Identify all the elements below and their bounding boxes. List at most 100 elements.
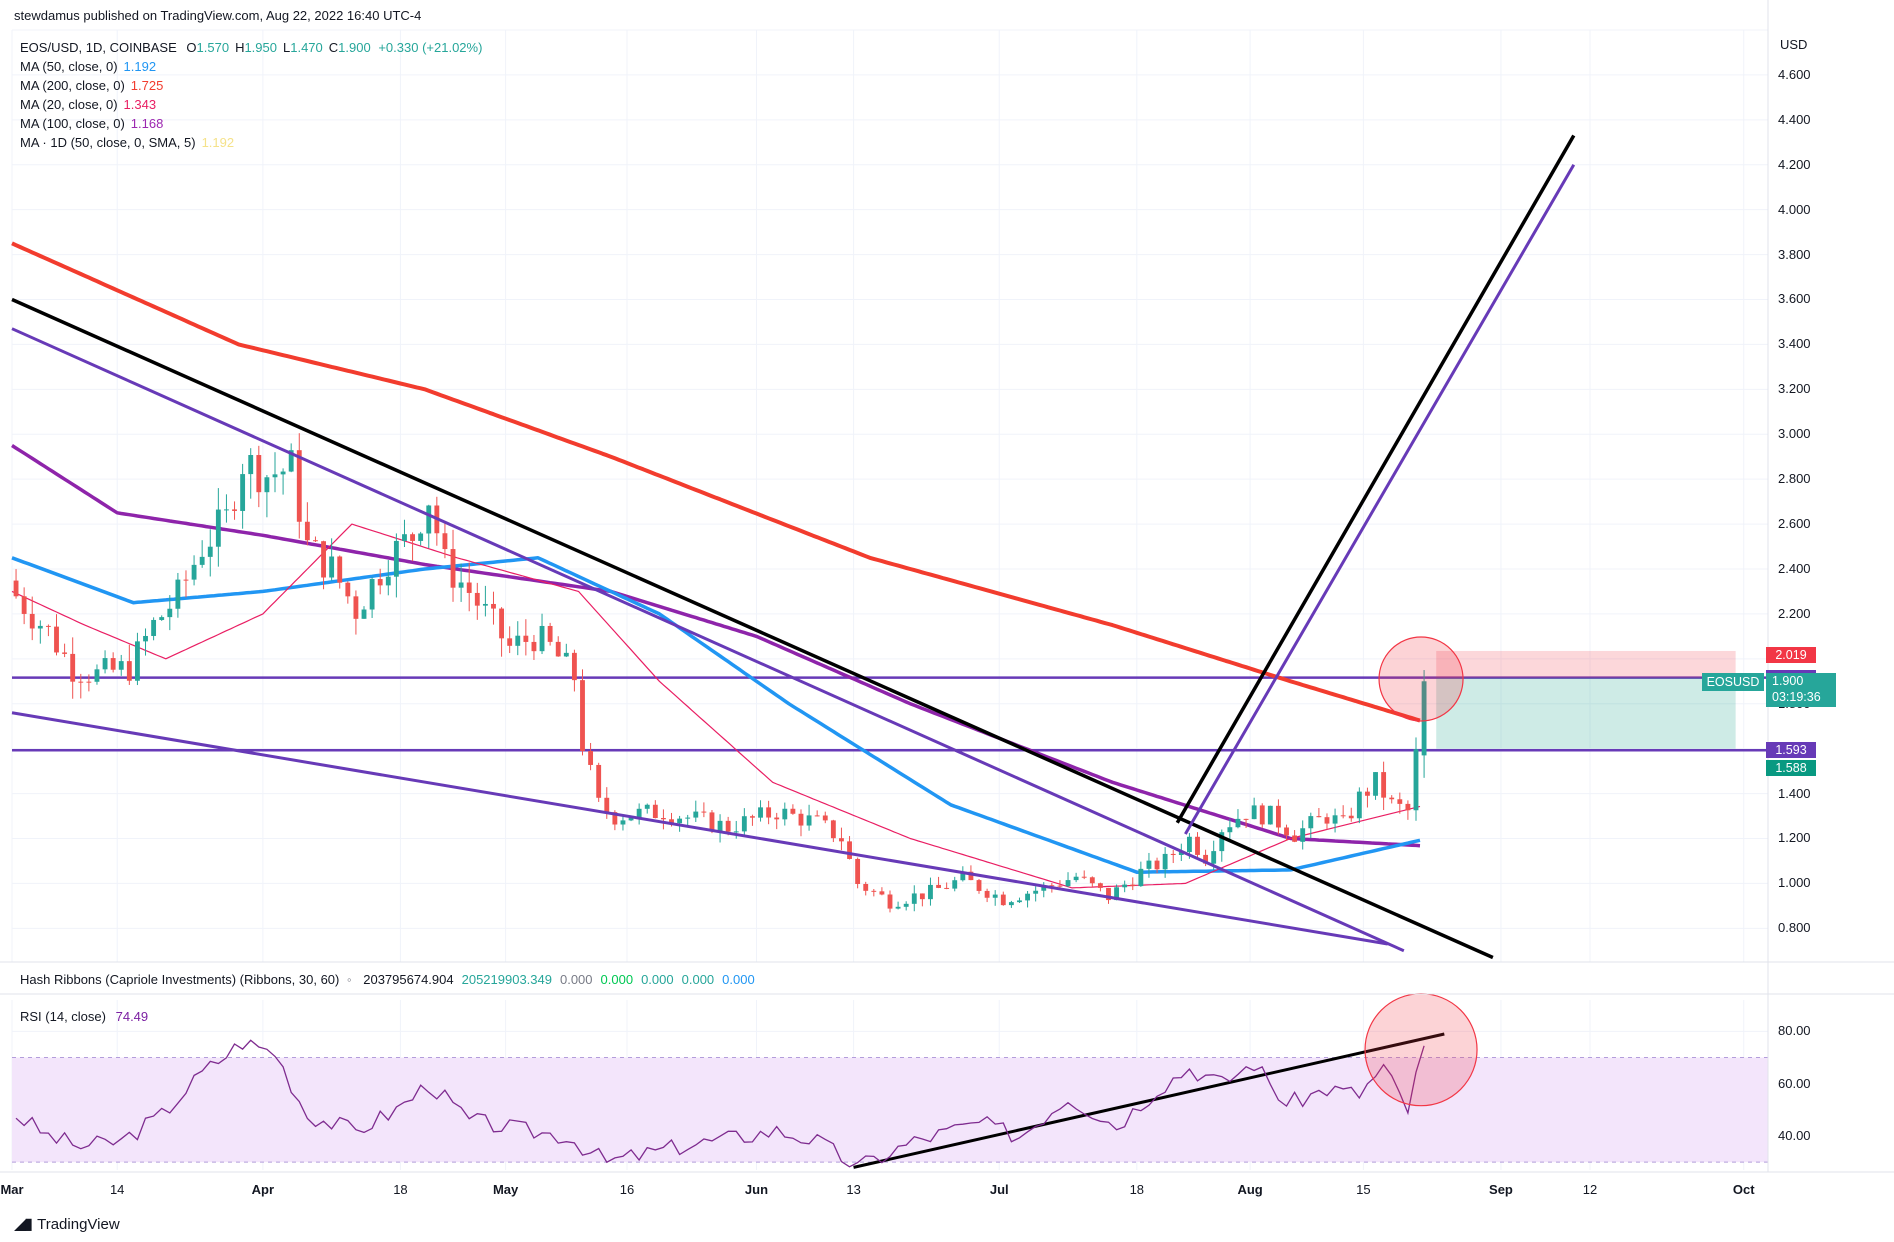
candle-body <box>1033 890 1039 894</box>
time-tick-label: 18 <box>393 1182 408 1197</box>
price-tag: 1.593 <box>1766 742 1816 759</box>
candle-body <box>1065 880 1071 887</box>
candle-body <box>1300 828 1306 842</box>
candle-body <box>588 750 594 765</box>
candle-body <box>1389 797 1395 800</box>
candle-body <box>1097 883 1103 888</box>
candle-body <box>1235 818 1241 828</box>
hash-ribbons-value: 0.000 <box>559 972 593 987</box>
price-tick-label: 1.400 <box>1778 785 1811 801</box>
candle-body <box>110 658 116 670</box>
price-tick-label: 3.200 <box>1778 381 1811 397</box>
candle-body <box>1073 876 1079 881</box>
candle-body <box>563 652 569 657</box>
ma-legend-label: MA (200, close, 0) <box>20 78 125 93</box>
candle-body <box>709 812 715 832</box>
price-tag: 2.019 <box>1766 646 1816 663</box>
candle-body <box>1219 832 1225 852</box>
candlesticks <box>13 433 1427 913</box>
candle-body <box>1348 815 1354 819</box>
settings-dot-icon[interactable]: ◦ <box>347 972 352 987</box>
candle-body <box>280 471 286 475</box>
candle-body <box>1332 815 1338 824</box>
candle-body <box>1397 799 1403 804</box>
candle-body <box>1138 868 1144 887</box>
price-tick-label: 1.000 <box>1778 875 1811 891</box>
ohlc-label: C <box>328 40 339 55</box>
candle-body <box>652 804 658 819</box>
candle-body <box>159 617 165 620</box>
time-tick-label: 14 <box>109 1182 125 1197</box>
candle-body <box>167 608 173 618</box>
candle-body <box>936 884 941 888</box>
symbol-price-tag: EOSUSD <box>1702 673 1764 691</box>
ohlc-c: C1.900 <box>329 40 371 55</box>
candle-body <box>224 509 229 511</box>
candle-body <box>547 625 553 642</box>
candle-body <box>863 883 869 891</box>
candle-body <box>1324 817 1330 824</box>
candle-body <box>1340 815 1346 817</box>
candle-body <box>911 893 917 904</box>
ohlc-value: 1.900 <box>338 40 371 55</box>
candle-body <box>264 477 270 493</box>
chart-grid <box>11 29 1768 1170</box>
trendline <box>11 711 1388 946</box>
candle-body <box>1154 860 1160 870</box>
candle-body <box>766 807 772 818</box>
candle-body <box>1267 805 1273 825</box>
trendlines[interactable] <box>11 134 1576 1169</box>
candle-body <box>1413 749 1419 811</box>
candle-body <box>717 820 723 832</box>
candle-body <box>78 681 84 683</box>
candle-body <box>313 540 318 542</box>
stop-zone <box>1436 650 1736 678</box>
ma-legend-value: 1.192 <box>123 59 157 74</box>
candle-body <box>321 541 326 578</box>
tradingview-logo-icon: ◢▮ <box>14 1216 33 1233</box>
ohlc-o: O1.570 <box>186 40 229 55</box>
candle-body <box>37 625 43 629</box>
rsi-legend: RSI (14, close) 74.49 <box>20 1009 148 1024</box>
candle-body <box>895 906 901 909</box>
candle-body <box>628 818 634 821</box>
tradingview-logo[interactable]: ◢▮ TradingView <box>14 1214 120 1234</box>
candle-body <box>288 450 294 472</box>
candle-body <box>1122 884 1128 888</box>
trendline <box>1175 134 1576 824</box>
candle-body <box>1049 885 1055 887</box>
ohlc-label: L <box>283 40 291 55</box>
candle-body <box>256 455 262 493</box>
price-tick-label: 3.400 <box>1778 336 1811 352</box>
candle-body <box>1405 803 1411 811</box>
time-tick-label: Apr <box>251 1182 275 1197</box>
candle-body <box>693 811 699 818</box>
highlight-circle <box>1364 993 1478 1107</box>
position-box[interactable] <box>1436 650 1736 749</box>
ma-legend-value: 1.343 <box>123 97 157 112</box>
candle-body <box>199 556 205 565</box>
candle-body <box>296 450 302 522</box>
candle-body <box>1275 805 1281 828</box>
horizontal-levels[interactable] <box>12 676 1768 752</box>
candle-body <box>531 641 537 652</box>
rsi-value: 74.49 <box>115 1009 149 1024</box>
candle-body <box>191 564 197 580</box>
candle-body <box>782 808 788 820</box>
candle-body <box>830 820 836 839</box>
candle-body <box>855 858 861 884</box>
candle-body <box>685 817 691 819</box>
candle-body <box>644 804 650 809</box>
candle-body <box>418 533 424 541</box>
rsi-tick-label: 40.00 <box>1778 1128 1811 1143</box>
candle-body <box>580 680 585 751</box>
hash-ribbons-value: 0.000 <box>641 972 674 987</box>
candle-body <box>118 661 124 670</box>
candle-body <box>1041 885 1047 891</box>
time-tick-label: Aug <box>1237 1182 1263 1197</box>
candle-body <box>725 820 731 832</box>
candle-body <box>1365 791 1370 796</box>
candle-body <box>1381 772 1387 798</box>
candle-body <box>847 841 852 859</box>
